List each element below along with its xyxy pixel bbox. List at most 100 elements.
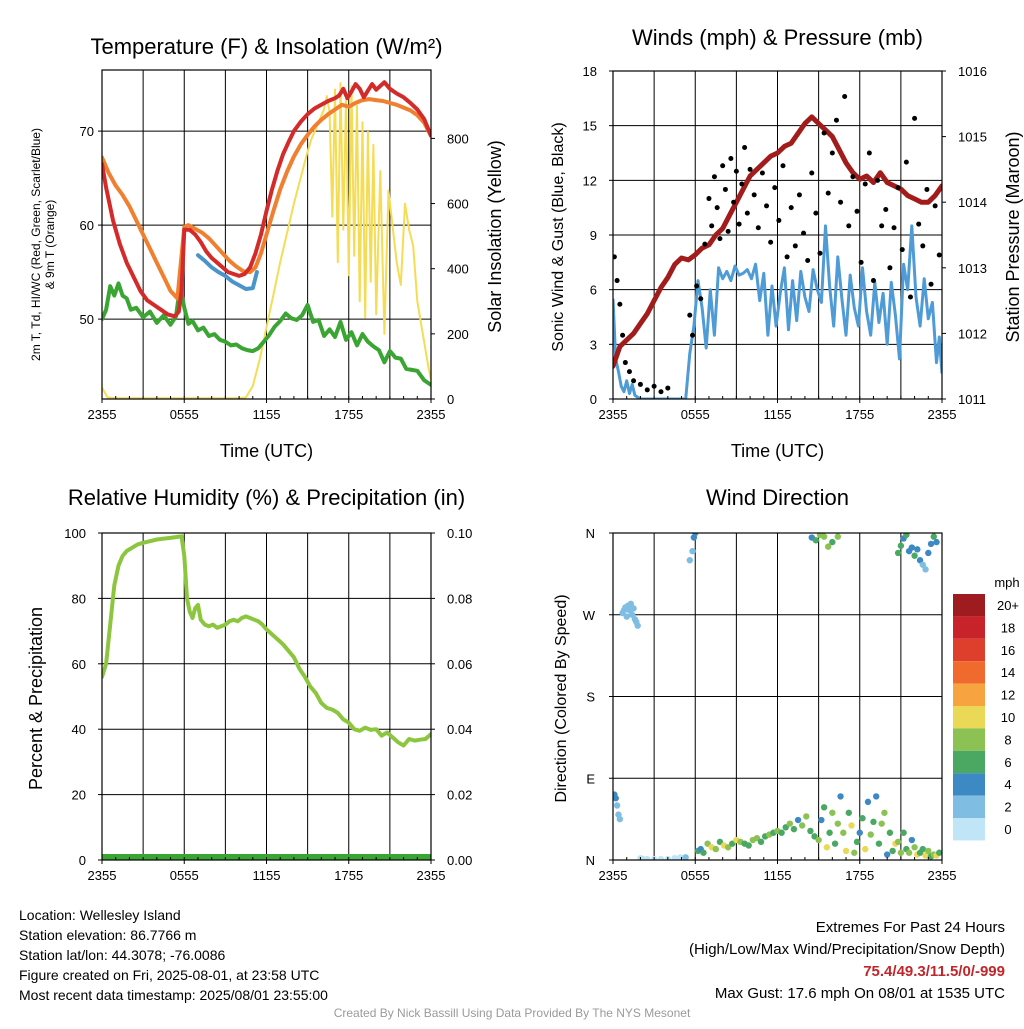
direction-point (700, 849, 707, 856)
y-tick-label: 80 (72, 591, 86, 606)
y2-tick-label: 200 (447, 327, 469, 342)
gust-point (903, 159, 909, 165)
legend-swatch (953, 638, 985, 662)
humidity-left-label: Percent & Precipitation (26, 607, 46, 790)
legend-swatch (953, 706, 985, 729)
gust-point (895, 185, 901, 191)
y-tick-label: 18 (583, 64, 597, 79)
direction-point (925, 847, 932, 855)
gust-point (637, 381, 643, 387)
max-gust: Max Gust: 17.6 mph On 08/01 at 1535 UTC (714, 985, 1005, 1002)
gust-point (711, 174, 717, 180)
legend-swatch (953, 773, 985, 796)
gust-point (805, 258, 811, 264)
direction-point (794, 816, 802, 824)
gust-point (733, 168, 739, 174)
gust-point (651, 383, 657, 389)
x-tick-label: 2355 (88, 407, 117, 422)
direction-point (905, 849, 913, 856)
extremes-values: 75.4/49.3/11.5/0/-999 (863, 963, 1005, 980)
direction-point (616, 815, 624, 823)
gust-point (694, 283, 700, 289)
y-tick-label: 0 (79, 853, 86, 868)
legend-label: 20+ (997, 598, 1019, 613)
gust-point (709, 223, 715, 229)
gust-point (665, 385, 671, 391)
direction-point (908, 544, 916, 551)
x-tick-label: 1755 (334, 407, 363, 422)
direction-point (930, 533, 937, 540)
y-tick-label: 3 (590, 337, 597, 352)
series-pressure (613, 114, 942, 369)
gust-point (780, 163, 786, 169)
gust-point (833, 117, 839, 123)
direction-point (825, 543, 832, 550)
direction-point (689, 547, 696, 555)
direction-point (753, 835, 761, 842)
plot-area (613, 533, 942, 860)
gust-point (801, 230, 807, 236)
gust-point (751, 192, 757, 198)
gust-point (825, 190, 831, 196)
direction-point (820, 804, 828, 811)
direction-point (903, 533, 910, 539)
x-tick-label: 1755 (845, 868, 874, 883)
x-tick-label: 0555 (681, 407, 710, 422)
direction-point (807, 827, 814, 835)
legend-label: 12 (1001, 688, 1015, 703)
winds-title: Winds (mph) & Pressure (mb) (632, 25, 923, 50)
x-tick-label: 2355 (928, 868, 957, 883)
legend-swatch (953, 661, 985, 684)
gust-point (821, 130, 827, 136)
gust-point (687, 312, 693, 318)
gust-point (744, 210, 750, 216)
y-tick-label: W (583, 608, 596, 623)
series-2m-t (102, 80, 431, 319)
gust-point (916, 221, 922, 227)
x-tick-label: 2355 (417, 868, 446, 883)
gust-point (924, 186, 930, 192)
gust-point (742, 145, 748, 151)
gust-point (875, 177, 881, 183)
y2-tick-label: 1012 (958, 326, 987, 341)
x-tick-label: 2355 (599, 407, 628, 422)
y-tick-label: 0 (590, 392, 597, 407)
y2-tick-label: 400 (447, 262, 469, 277)
legend-label: 0 (1004, 822, 1011, 837)
direction-point (837, 793, 844, 800)
direction-title: Wind Direction (706, 485, 849, 510)
y-tick-label: 15 (583, 119, 597, 134)
direction-point (859, 815, 866, 822)
direction-point (842, 847, 850, 855)
gust-point (772, 185, 778, 191)
direction-point (782, 824, 789, 831)
x-tick-label: 0555 (170, 868, 199, 883)
direction-point (778, 829, 785, 836)
direction-point (790, 825, 798, 833)
gust-point (858, 259, 864, 265)
direction-point (829, 809, 836, 816)
gust-point (912, 115, 918, 121)
direction-left-label: Direction (Colored By Speed) (553, 594, 570, 802)
temperature-left-label-2: & 9m T (Orange) (43, 200, 57, 290)
y2-tick-label: 0 (447, 392, 454, 407)
humidity-title: Relative Humidity (%) & Precipitation (i… (68, 485, 465, 510)
gust-point (883, 206, 889, 212)
y-tick-label: N (586, 526, 595, 541)
x-tick-label: 0555 (681, 868, 710, 883)
temperature-panel: 2355 0555 1155 1755 2355 Temperature (F) & In… (29, 34, 505, 461)
direction-point (889, 847, 896, 855)
gust-point (731, 199, 737, 205)
direction-point (840, 829, 847, 836)
y2-tick-label: 1016 (958, 64, 987, 79)
gust-point (614, 278, 620, 284)
gust-point (850, 174, 856, 180)
series-sonic-wind (613, 224, 942, 399)
x-tick-label: 2355 (599, 868, 628, 883)
y2-tick-label: 0.06 (447, 657, 472, 672)
direction-point (724, 844, 732, 851)
direction-point (686, 557, 693, 564)
y-tick-label: 20 (72, 788, 86, 803)
gust-point (788, 205, 794, 211)
